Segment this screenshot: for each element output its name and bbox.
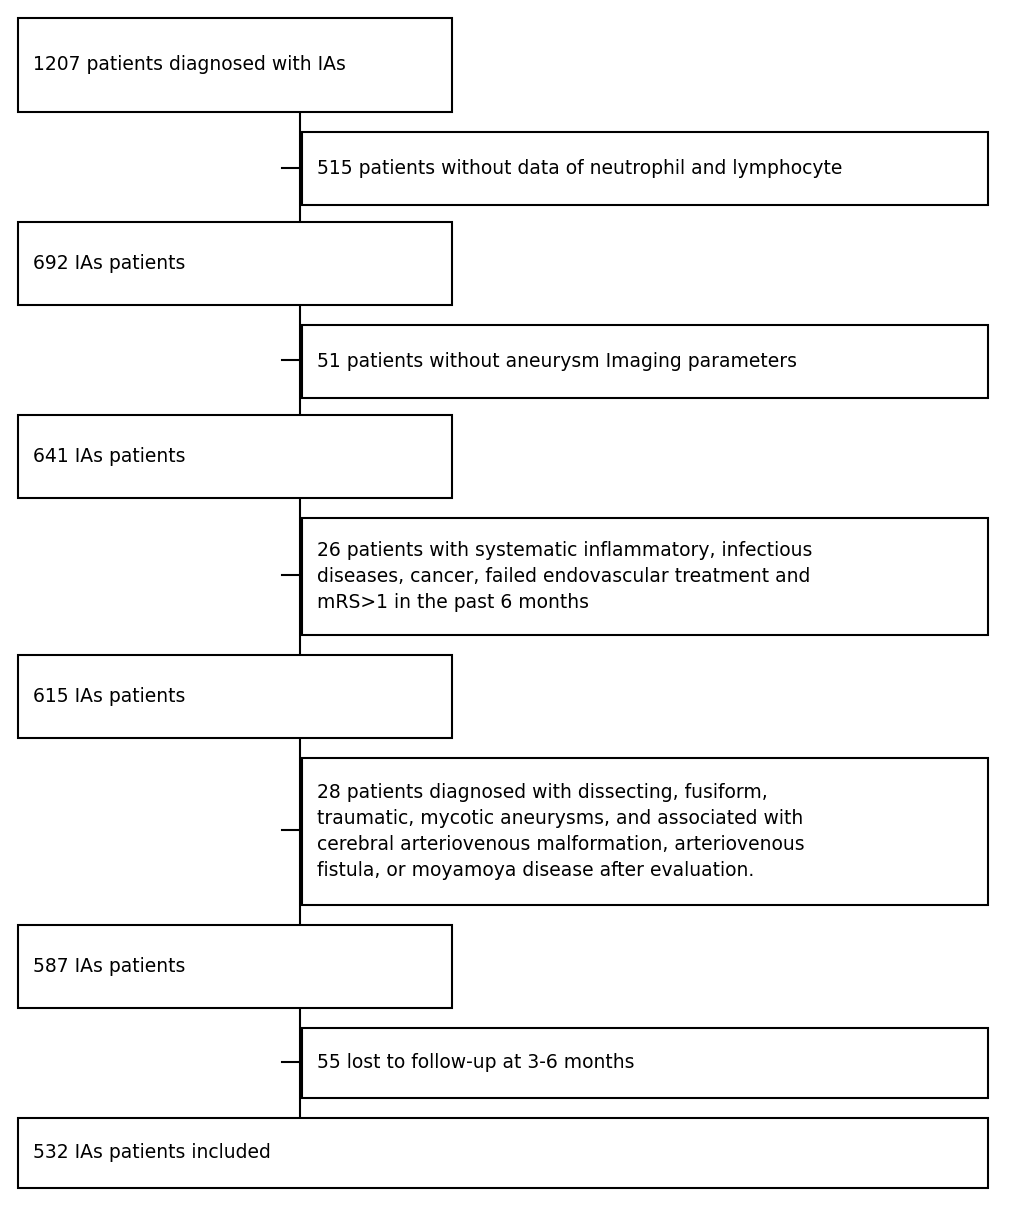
Text: 28 patients diagnosed with dissecting, fusiform,
traumatic, mycotic aneurysms, a: 28 patients diagnosed with dissecting, f… (317, 784, 804, 879)
Text: 1207 patients diagnosed with IAs: 1207 patients diagnosed with IAs (33, 55, 345, 75)
FancyBboxPatch shape (18, 655, 451, 738)
Text: 532 IAs patients included: 532 IAs patients included (33, 1143, 271, 1163)
FancyBboxPatch shape (302, 759, 987, 904)
FancyBboxPatch shape (302, 519, 987, 636)
Text: 51 patients without aneurysm Imaging parameters: 51 patients without aneurysm Imaging par… (317, 352, 796, 371)
FancyBboxPatch shape (18, 925, 451, 1008)
Text: 55 lost to follow-up at 3-6 months: 55 lost to follow-up at 3-6 months (317, 1054, 634, 1072)
Text: 641 IAs patients: 641 IAs patients (33, 447, 185, 466)
FancyBboxPatch shape (302, 131, 987, 205)
Text: 587 IAs patients: 587 IAs patients (33, 958, 185, 976)
FancyBboxPatch shape (302, 324, 987, 398)
Text: 615 IAs patients: 615 IAs patients (33, 687, 185, 706)
FancyBboxPatch shape (302, 1028, 987, 1097)
Text: 692 IAs patients: 692 IAs patients (33, 254, 185, 273)
FancyBboxPatch shape (18, 415, 451, 498)
Text: 515 patients without data of neutrophil and lymphocyte: 515 patients without data of neutrophil … (317, 159, 842, 178)
FancyBboxPatch shape (18, 18, 451, 112)
FancyBboxPatch shape (18, 222, 451, 305)
Text: 26 patients with systematic inflammatory, infectious
diseases, cancer, failed en: 26 patients with systematic inflammatory… (317, 541, 811, 611)
FancyBboxPatch shape (18, 1118, 987, 1188)
